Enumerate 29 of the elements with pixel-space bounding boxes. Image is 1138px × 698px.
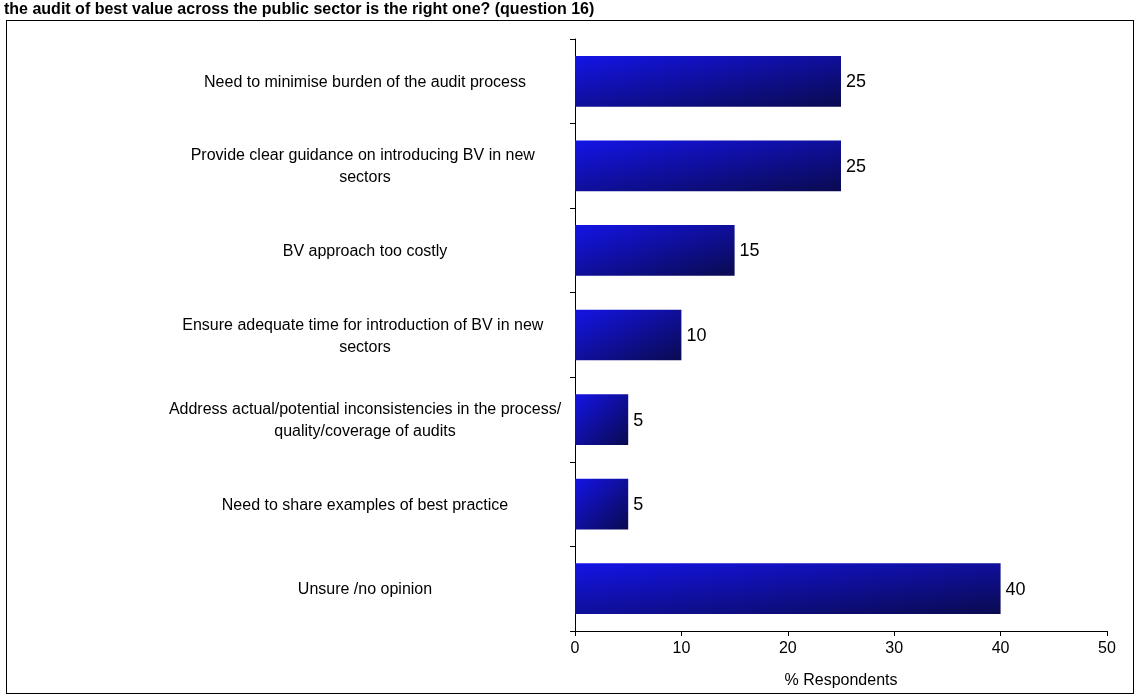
x-tick-label: 30 (885, 638, 904, 656)
bar (575, 55, 841, 107)
bar (575, 478, 629, 530)
x-tick-label: 50 (1098, 638, 1116, 656)
x-axis-title: % Respondents (784, 670, 898, 688)
y-tick-label: Address actual/potential inconsistencies in the process/quality/coverage of audits (168, 400, 562, 440)
x-tick-label: 20 (778, 638, 797, 656)
bar (575, 394, 629, 445)
data-label: 5 (633, 409, 644, 430)
bar (575, 225, 735, 276)
data-label: 25 (846, 155, 867, 176)
data-label: 40 (1005, 578, 1026, 599)
data-label: 5 (633, 494, 644, 515)
data-label: 25 (846, 71, 867, 92)
y-tick-label: Need to share examples of best practice (221, 495, 509, 513)
x-tick-label: 10 (672, 638, 691, 656)
data-label: 15 (739, 240, 760, 261)
y-tick-label: Provide clear guidance on introducing BV in new sectors (190, 146, 540, 186)
y-tick-label: Unsure /no opinion (297, 580, 433, 598)
data-label: 10 (686, 325, 707, 345)
y-tick-label: Need to minimise burden of the audit process (204, 72, 526, 90)
y-tick-label: BV approach too costly (282, 241, 448, 259)
bar (575, 309, 682, 361)
bar (575, 140, 841, 192)
x-tick-label: 40 (991, 638, 1010, 656)
text: the audit of best value across the public sector is the right one? (question 16) (4, 0, 595, 18)
y-tick-label: Ensure adequate time for introduction of BV in new sectors (182, 315, 548, 355)
bar (575, 563, 1001, 615)
x-tick-label: 0 (570, 638, 580, 656)
